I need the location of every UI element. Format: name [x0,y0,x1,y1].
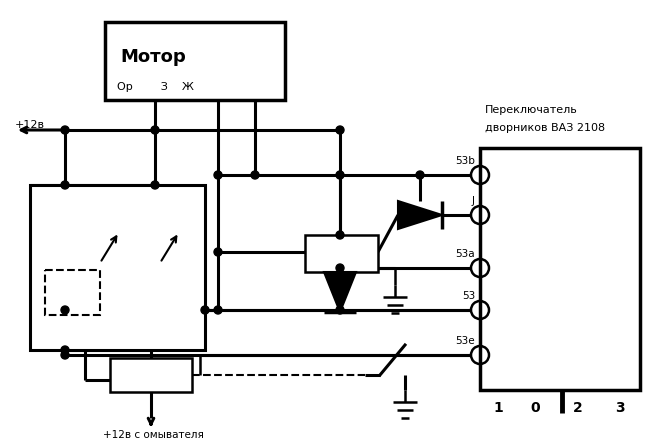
Circle shape [151,181,159,189]
Text: дворников ВАЗ 2108: дворников ВАЗ 2108 [485,123,605,133]
Circle shape [251,171,259,179]
Circle shape [416,171,424,179]
Circle shape [151,126,159,134]
Circle shape [214,248,222,256]
Circle shape [201,306,209,314]
Text: J: J [472,196,475,206]
Circle shape [336,171,344,179]
Circle shape [61,181,69,189]
Text: +12в с омывателя: +12в с омывателя [103,430,204,438]
Text: Ор        З    Ж: Ор З Ж [117,82,194,92]
Text: Переключатель: Переключатель [485,105,578,115]
Bar [45,270,100,315]
Circle shape [61,351,69,359]
Circle shape [61,306,69,314]
Bar [110,358,192,392]
Text: 53е: 53е [455,336,475,346]
Polygon shape [398,201,442,229]
Bar [105,22,285,100]
Circle shape [336,231,344,239]
Text: Мотор: Мотор [120,48,186,66]
Circle shape [336,126,344,134]
Text: 53b: 53b [455,156,475,166]
Text: 3: 3 [615,401,625,415]
Bar [305,235,378,272]
Text: +12в: +12в [15,120,45,130]
Text: 1: 1 [493,401,503,415]
Text: 53: 53 [462,291,475,301]
Circle shape [214,171,222,179]
Circle shape [336,264,344,272]
Circle shape [61,346,69,354]
Bar [480,148,640,390]
Circle shape [214,306,222,314]
Text: 2: 2 [573,401,583,415]
Circle shape [61,126,69,134]
Bar [30,185,205,350]
Polygon shape [324,272,356,312]
Circle shape [336,306,344,314]
Text: 53a: 53a [455,249,475,259]
Text: 0: 0 [530,401,540,415]
